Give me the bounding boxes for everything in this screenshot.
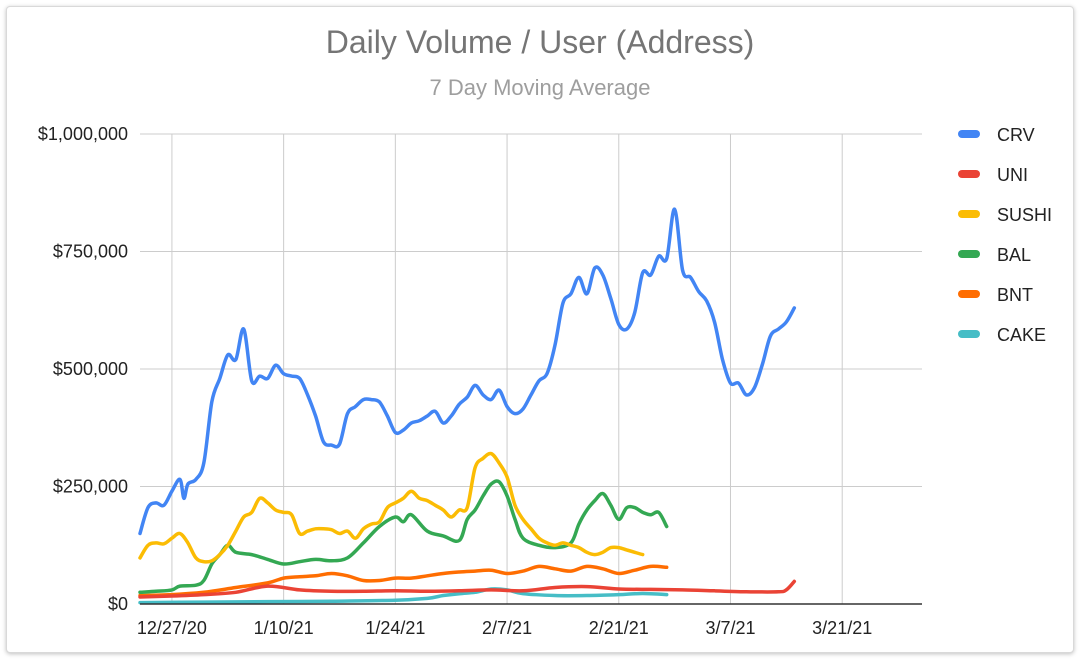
legend-swatch-crv xyxy=(958,130,980,138)
y-axis-ticks: $0 $250,000 $500,000 $750,000 $1,000,000 xyxy=(38,124,128,614)
legend-swatch-cake xyxy=(958,330,980,338)
x-tick-label: 2/7/21 xyxy=(482,618,532,638)
x-tick-label: 1/24/21 xyxy=(365,618,425,638)
x-tick-label: 3/7/21 xyxy=(705,618,755,638)
legend-swatch-bal xyxy=(958,250,980,258)
series-line-bnt xyxy=(138,564,669,598)
legend-swatch-bnt xyxy=(958,290,980,298)
x-tick-label: 2/21/21 xyxy=(589,618,649,638)
legend-label-cake: CAKE xyxy=(997,325,1046,345)
legend-label-sushi: SUSHI xyxy=(997,205,1052,225)
y-tick-label: $250,000 xyxy=(53,477,128,497)
legend-label-bnt: BNT xyxy=(997,285,1033,305)
y-tick-label: $500,000 xyxy=(53,359,128,379)
gridlines xyxy=(140,133,922,604)
legend-label-crv: CRV xyxy=(997,125,1035,145)
x-axis-ticks: 12/27/20 1/10/21 1/24/21 2/7/21 2/21/21 3/7/2… xyxy=(137,618,872,638)
legend-label-uni: UNI xyxy=(997,165,1028,185)
y-tick-label: $1,000,000 xyxy=(38,124,128,144)
series-line-crv xyxy=(138,207,797,536)
chart-subtitle: 7 Day Moving Average xyxy=(430,75,651,100)
series-line-sushi xyxy=(138,451,645,564)
legend-label-bal: BAL xyxy=(997,245,1031,265)
legend: CRV UNI SUSHI BAL BNT CAKE xyxy=(958,125,1052,345)
series-line-uni xyxy=(138,579,797,599)
y-tick-label: $750,000 xyxy=(53,242,128,262)
legend-swatch-uni xyxy=(958,170,980,178)
legend-swatch-sushi xyxy=(958,210,980,218)
series-lines xyxy=(138,207,797,605)
x-tick-label: 1/10/21 xyxy=(254,618,314,638)
x-tick-label: 3/21/21 xyxy=(812,618,872,638)
y-tick-label: $0 xyxy=(108,594,128,614)
chart-title: Daily Volume / User (Address) xyxy=(326,24,755,60)
x-tick-label: 12/27/20 xyxy=(137,618,207,638)
